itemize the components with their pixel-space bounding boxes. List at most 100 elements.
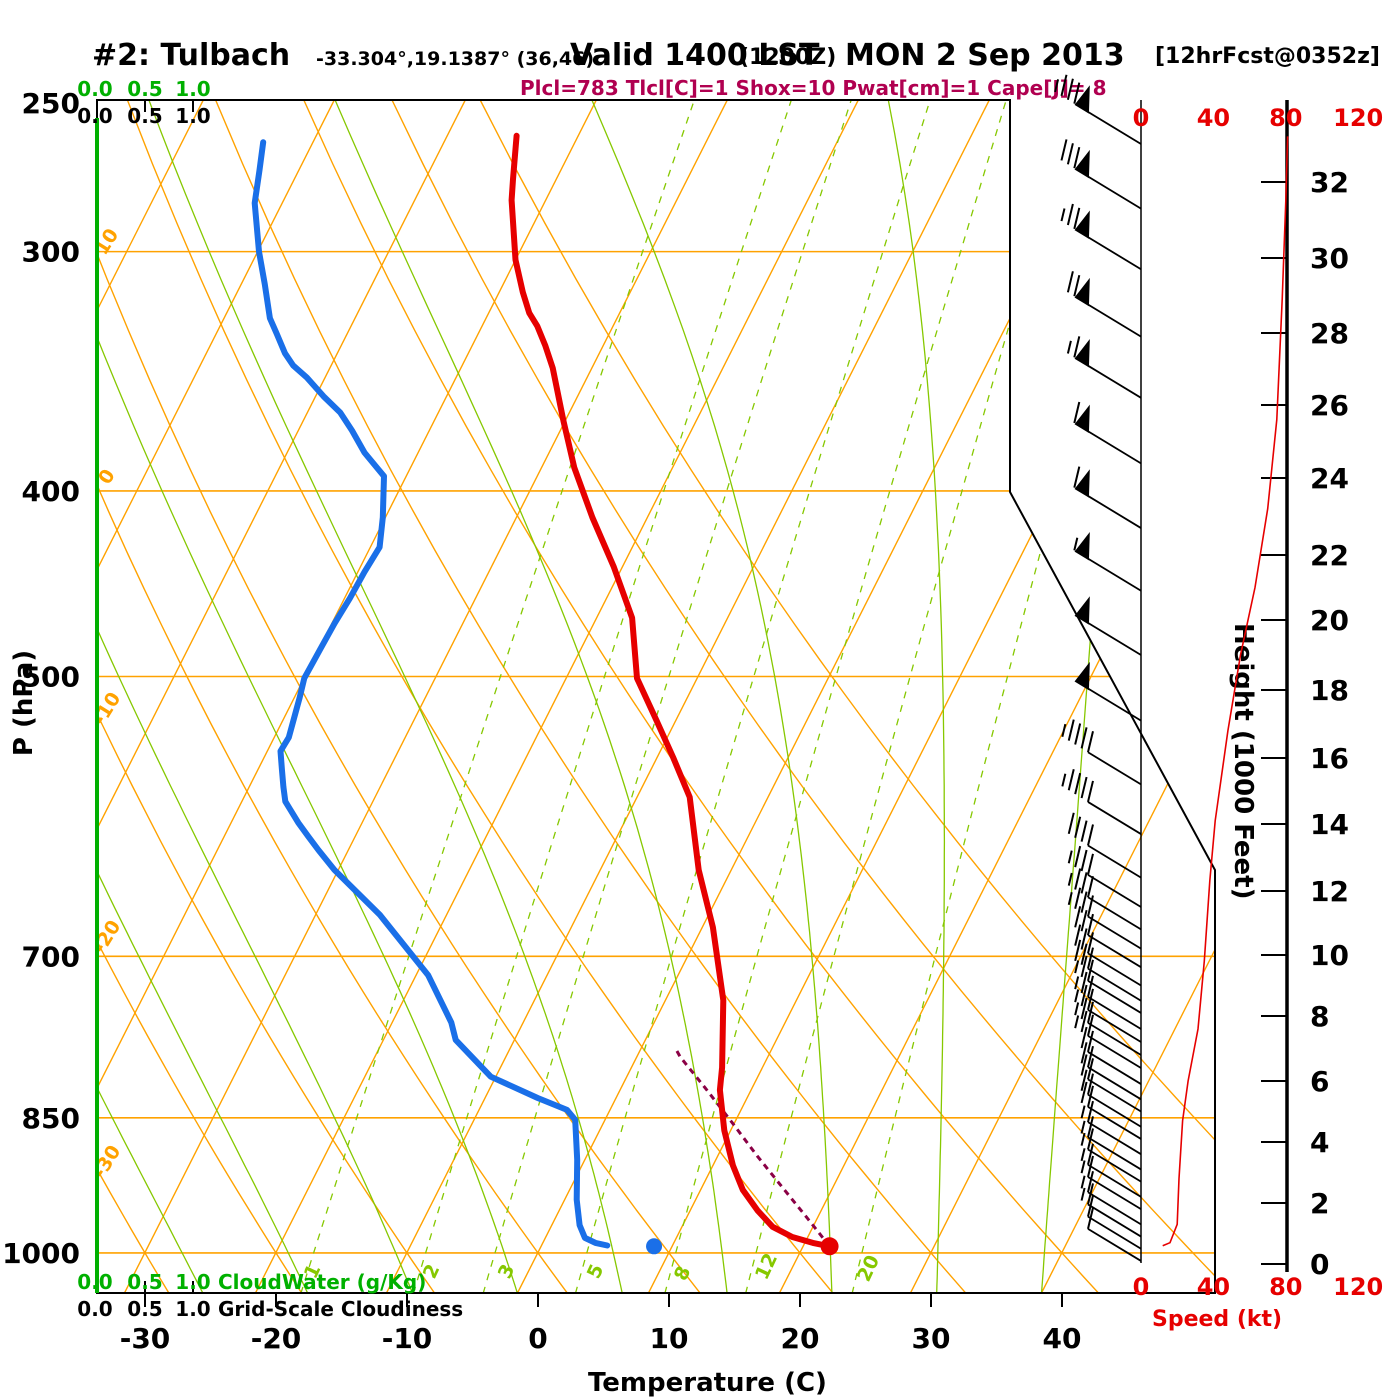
wind-barb: [1087, 1093, 1142, 1128]
barb-feather: [1087, 1030, 1094, 1053]
barb-feather: [1087, 1058, 1094, 1080]
barb-feather: [1087, 1207, 1094, 1230]
barb-feather: [1060, 139, 1068, 161]
wind-barb: [1087, 1164, 1142, 1198]
moist-adiabats: [97, 100, 1123, 1293]
isotherm-label: 30: [1169, 755, 1201, 789]
barb-feather: [1087, 1183, 1094, 1205]
barb-feather: [1074, 906, 1082, 928]
height-tick-label: 14: [1310, 808, 1349, 841]
temperature-trace: [508, 132, 833, 1250]
barb-feather: [1066, 143, 1074, 165]
temperature-tick-label: 40: [1043, 1322, 1082, 1355]
wind-barb: [1087, 1078, 1142, 1113]
barb-feather: [1087, 824, 1094, 846]
temperature-tick-label: 10: [650, 1322, 689, 1355]
barb-half-feather: [1067, 891, 1073, 906]
speed-tick-label-bottom: 120: [1333, 1273, 1383, 1301]
wind-barb: [1087, 967, 1142, 1002]
height-tick-label: 10: [1310, 939, 1349, 972]
barb-feather: [1087, 1001, 1094, 1024]
barb-feather: [1073, 466, 1081, 488]
temperature-tick-label: -30: [120, 1322, 171, 1355]
scale-value: 0.5: [127, 1297, 162, 1321]
pressure-tick-label: 400: [22, 475, 80, 508]
scale-value: 0.5: [127, 1270, 162, 1294]
station-title: #2: Tulbach: [92, 38, 291, 73]
dewpoint-trace: [251, 139, 611, 1249]
pressure-tick-label: 250: [22, 87, 80, 120]
mixing-ratio-label: 5: [583, 1261, 609, 1282]
cloudiness-scale-top: 0.0 0.5 1.0: [77, 104, 210, 128]
pressure-tick-label: 700: [22, 940, 80, 973]
dry-adiabat-label: -30: [88, 1141, 125, 1182]
barb-feather: [1087, 1155, 1094, 1178]
barb-pennant: [1074, 532, 1090, 561]
barb-feather: [1080, 971, 1088, 994]
barb-feather: [1074, 939, 1082, 962]
height-tick-label: 8: [1310, 1000, 1329, 1033]
barb-feather: [1080, 872, 1088, 894]
pressure-tick-label: 1000: [2, 1237, 80, 1270]
wind-barb: [1087, 1022, 1142, 1056]
barb-feather: [1080, 849, 1088, 872]
barb-feather: [1074, 772, 1082, 795]
isotherm-label: 10: [1034, 508, 1066, 542]
wind-barb: [1087, 952, 1142, 987]
wind-speed-profile: [1162, 136, 1289, 1247]
mixing-ratio-lines: [300, 100, 1166, 1293]
scale-value: 1.0: [175, 1270, 210, 1294]
mixing-ratio-label: 20: [853, 1252, 884, 1285]
barb-feather: [1080, 1026, 1088, 1049]
height-tick-label: 18: [1310, 674, 1349, 707]
barb-feather: [1080, 1054, 1088, 1076]
scale-value: 1.0: [175, 104, 210, 128]
wind-barb: [1087, 1051, 1142, 1085]
barb-feather: [1087, 1128, 1094, 1150]
barb-feather: [1080, 1010, 1088, 1033]
scale-title: CloudWater (g/Kg): [218, 1270, 426, 1294]
barb-pennant: [1074, 339, 1090, 368]
isotherm-label: 20: [1101, 632, 1133, 666]
wind-barb: [1087, 996, 1142, 1030]
barb-feather: [1087, 988, 1094, 1011]
barb-feather: [1080, 984, 1088, 1007]
barb-half-feather: [1080, 1120, 1086, 1134]
barb-feather: [1087, 876, 1094, 898]
dry-adiabats: [97, 100, 1215, 1293]
isotherms: [97, 100, 1215, 1293]
wind-barb: [1087, 111, 1142, 145]
wind-barb: [1087, 1215, 1142, 1250]
barb-feather: [1087, 1073, 1094, 1095]
wind-barb: [1087, 236, 1142, 271]
barb-feather: [1087, 1195, 1094, 1217]
barb-feather: [1074, 723, 1082, 745]
barb-feather: [1087, 780, 1094, 803]
wind-barb: [1087, 751, 1142, 786]
zulu-time: (1200Z): [739, 45, 837, 70]
wind-barb: [1087, 1121, 1142, 1155]
height-tick-label: 6: [1310, 1065, 1329, 1098]
barb-feather: [1087, 1045, 1094, 1068]
height-tick-label: 28: [1310, 317, 1349, 350]
dry-adiabat-label: -20: [88, 916, 125, 957]
barb-half-feather: [1080, 1148, 1086, 1162]
speed-tick-label-top: 0: [1133, 104, 1150, 132]
speed-tick-label-top: 40: [1197, 104, 1230, 132]
wind-barb: [1087, 1066, 1142, 1101]
barb-feather: [1087, 895, 1094, 917]
pressure-tick-label: 300: [22, 236, 80, 269]
wind-barb: [1087, 430, 1142, 465]
barb-feather: [1087, 947, 1094, 969]
barb-half-feather: [1054, 79, 1060, 93]
wind-barb: [1087, 874, 1142, 908]
wind-barb: [1087, 557, 1142, 592]
barb-half-feather: [1060, 208, 1066, 222]
barb-pennant: [1074, 149, 1090, 179]
wind-barb: [1087, 1203, 1142, 1238]
barb-feather: [1073, 207, 1081, 230]
speed-axis-label: Speed (kt): [1152, 1307, 1283, 1332]
barb-pennant: [1074, 661, 1090, 691]
wind-barb: [1087, 1228, 1142, 1262]
